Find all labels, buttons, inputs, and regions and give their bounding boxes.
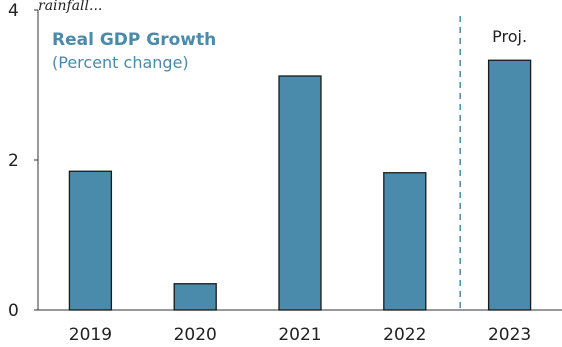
x-tick-label: 2020 bbox=[174, 325, 217, 345]
projection-label: Proj. bbox=[492, 27, 527, 46]
bar-2022 bbox=[383, 172, 427, 311]
bar-2023 bbox=[487, 59, 532, 311]
bar-2021 bbox=[278, 75, 322, 311]
x-tick-label: 2023 bbox=[488, 325, 531, 345]
x-tick-label: 2021 bbox=[278, 325, 321, 345]
x-tick-label: 2019 bbox=[69, 325, 112, 345]
bar-2020 bbox=[173, 283, 217, 311]
x-axis-ticks: 2019 2020 2021 2022 2023 bbox=[69, 325, 531, 345]
y-axis-ticks: 0 2 4 bbox=[8, 1, 38, 321]
y-tick-label: 4 bbox=[8, 1, 19, 21]
x-tick-label: 2022 bbox=[383, 325, 426, 345]
y-tick-label: 2 bbox=[8, 151, 19, 171]
bars-group bbox=[68, 59, 532, 311]
bar-2019 bbox=[68, 170, 113, 311]
chart-title: Real GDP Growth bbox=[52, 30, 216, 50]
clipped-header-text: rainfall... bbox=[38, 0, 102, 14]
chart-subtitle: (Percent change) bbox=[52, 53, 189, 72]
y-tick-label: 0 bbox=[8, 301, 19, 321]
